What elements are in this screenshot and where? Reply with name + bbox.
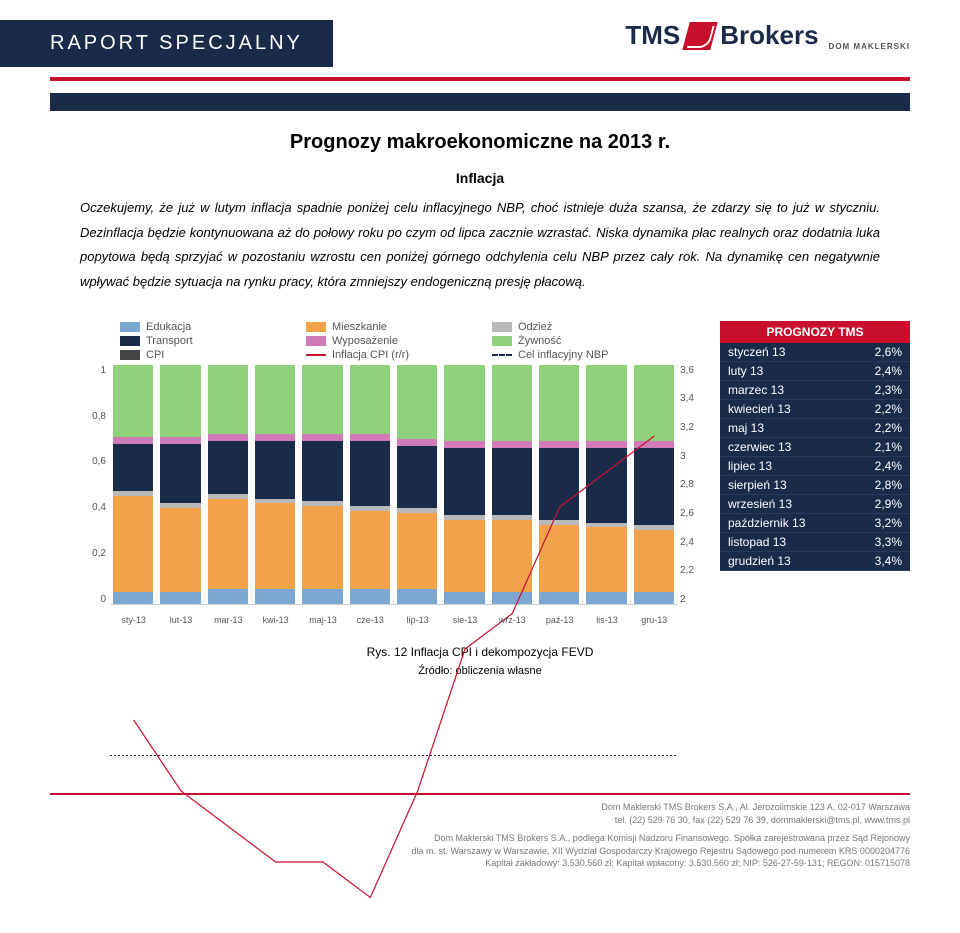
- forecast-row: lipiec 132,4%: [720, 457, 910, 476]
- chart-row: Edukacja Mieszkanie Odzież Transport Wyposaż…: [0, 305, 960, 625]
- article-body: Oczekujemy, że już w lutym inflacja spad…: [80, 196, 880, 295]
- footer-line-4: dla m. st. Warszawy w Warszawie, XII Wyd…: [50, 845, 910, 858]
- legend-item: Transport: [120, 335, 296, 347]
- chart-container: Edukacja Mieszkanie Odzież Transport Wyposaż…: [80, 321, 708, 625]
- navy-divider: [50, 93, 910, 111]
- y-axis-right: 3,63,43,232,82,62,42,22: [680, 365, 704, 605]
- legend-cpi: CPI: [120, 349, 296, 361]
- bar-column: [441, 365, 488, 604]
- legend-item: Odzież: [492, 321, 668, 333]
- plot-area: [110, 365, 678, 605]
- legend-cpi-line: Inflacja CPI (r/r): [306, 349, 482, 361]
- forecast-row: listopad 133,3%: [720, 533, 910, 552]
- forecast-row: grudzień 133,4%: [720, 552, 910, 571]
- forecast-row: marzec 132,3%: [720, 381, 910, 400]
- bar-column: [205, 365, 252, 604]
- forecast-row: październik 133,2%: [720, 514, 910, 533]
- forecast-row: czerwiec 132,1%: [720, 438, 910, 457]
- brand-sub: DOM MAKLERSKI: [829, 42, 910, 51]
- bar-column: [347, 365, 394, 604]
- forecast-table: PROGNOZY TMS styczeń 132,6%luty 132,4%ma…: [720, 321, 910, 571]
- footer-line-2: tel. (22) 529 76 30, fax (22) 529 76 39,…: [50, 814, 910, 827]
- legend-target: Cel inflacyjny NBP: [492, 349, 668, 361]
- header: RAPORT SPECJALNY TMS Brokers DOM MAKLERS…: [0, 0, 960, 67]
- brand-brokers: Brokers: [720, 20, 818, 51]
- chart-area: 10,80,60,40,20 3,63,43,232,82,62,42,22 s…: [110, 365, 678, 625]
- x-axis: sty-13lut-13mar-13kwi-13maj-13cze-13lip-…: [110, 615, 678, 625]
- bar-column: [299, 365, 346, 604]
- bar-column: [110, 365, 157, 604]
- brand-logo: TMS Brokers DOM MAKLERSKI: [625, 20, 910, 51]
- bar-column: [489, 365, 536, 604]
- legend-item: Edukacja: [120, 321, 296, 333]
- forecast-row: wrzesień 132,9%: [720, 495, 910, 514]
- article: Prognozy makroekonomiczne na 2013 r. Inf…: [0, 111, 960, 305]
- forecast-row: maj 132,2%: [720, 419, 910, 438]
- brand-tms: TMS: [625, 20, 680, 51]
- footer: Dom Maklerski TMS Brokers S.A., Al. Jero…: [50, 793, 910, 870]
- footer-line-5: Kapitał zakładowy: 3.530.560 zł; Kapitał…: [50, 857, 910, 870]
- legend-item: Wyposażenie: [306, 335, 482, 347]
- red-divider: [50, 77, 910, 81]
- forecast-head: PROGNOZY TMS: [720, 321, 910, 343]
- legend-item: Mieszkanie: [306, 321, 482, 333]
- chart-legend: Edukacja Mieszkanie Odzież Transport Wyposaż…: [80, 321, 708, 365]
- forecast-row: kwiecień 132,2%: [720, 400, 910, 419]
- report-badge: RAPORT SPECJALNY: [0, 20, 333, 67]
- bar-column: [631, 365, 678, 604]
- y-axis-left: 10,80,60,40,20: [86, 365, 106, 605]
- bar-column: [536, 365, 583, 604]
- legend-item: Żywność: [492, 335, 668, 347]
- forecast-row: luty 132,4%: [720, 362, 910, 381]
- logo-icon: [683, 22, 719, 50]
- footer-line-1: Dom Maklerski TMS Brokers S.A., Al. Jero…: [50, 801, 910, 814]
- bar-column: [583, 365, 630, 604]
- forecast-row: sierpień 132,8%: [720, 476, 910, 495]
- bar-column: [252, 365, 299, 604]
- article-title: Prognozy makroekonomiczne na 2013 r.: [80, 131, 880, 154]
- bar-column: [157, 365, 204, 604]
- forecast-row: styczeń 132,6%: [720, 343, 910, 362]
- bar-column: [394, 365, 441, 604]
- figure-source: Źródło: obliczenia własne: [0, 665, 960, 677]
- figure-caption: Rys. 12 Inflacja CPI i dekompozycja FEVD: [0, 645, 960, 659]
- footer-line-3: Dom Maklerski TMS Brokers S.A., podlega …: [50, 832, 910, 845]
- article-subtitle: Inflacja: [80, 170, 880, 186]
